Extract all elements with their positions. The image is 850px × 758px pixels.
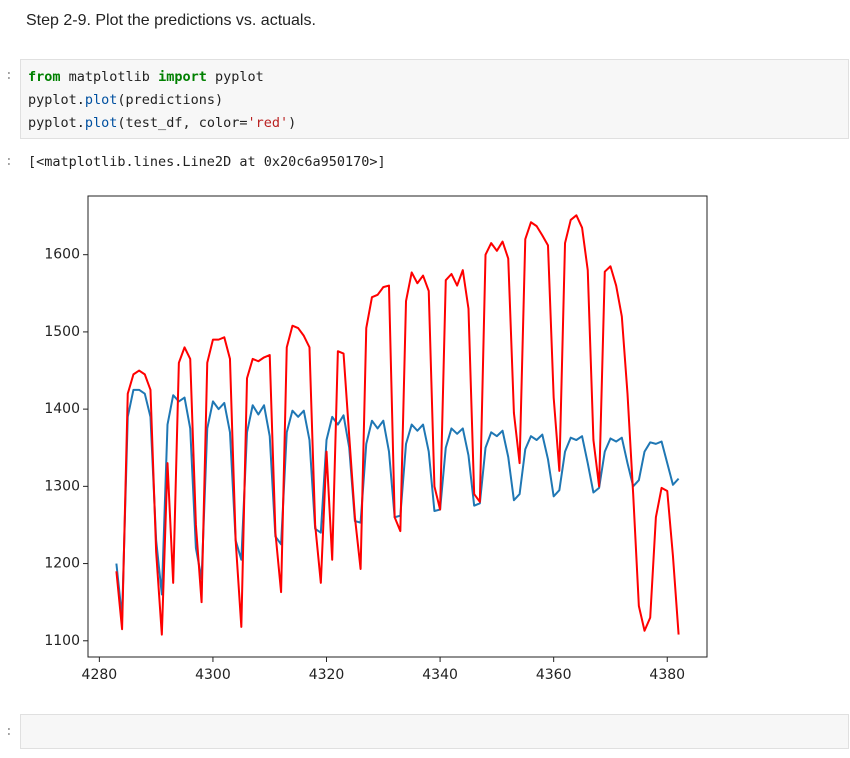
empty-cell[interactable]	[20, 714, 849, 749]
x-tick-label: 4320	[309, 667, 345, 683]
code-token: (test_df, color=	[117, 115, 248, 131]
y-tick-label: 1400	[44, 401, 80, 417]
code-token: plot	[84, 115, 118, 131]
code-token: matplotlib	[60, 69, 159, 85]
y-tick-label: 1300	[44, 478, 80, 494]
x-tick-label: 4340	[422, 667, 458, 683]
output-prompt: :	[5, 154, 13, 169]
code-token: from	[28, 69, 61, 85]
cell-prompt: :	[5, 724, 13, 739]
y-tick-label: 1600	[44, 247, 80, 263]
code-cell[interactable]: from matplotlib import pyplot pyplot.plo…	[20, 59, 849, 139]
output-text: [<matplotlib.lines.Line2D at 0x20c6a9501…	[28, 154, 386, 170]
code-token: pyplot.	[28, 115, 85, 131]
y-tick-label: 1100	[44, 633, 80, 649]
plot-frame	[87, 195, 708, 658]
code-token: pyplot	[206, 69, 264, 85]
y-tick-label: 1500	[44, 324, 80, 340]
data-line	[115, 388, 680, 619]
code-token: )	[288, 115, 297, 131]
code-token: 'red'	[247, 115, 289, 131]
data-line	[115, 214, 680, 636]
code-token: pyplot.	[28, 92, 85, 108]
x-tick-label: 4380	[649, 667, 685, 683]
code-token: (predictions)	[117, 92, 224, 108]
y-tick-label: 1200	[44, 556, 80, 572]
cell-prompt: :	[5, 68, 13, 83]
x-tick-label: 4300	[195, 667, 231, 683]
code-token: import	[158, 69, 207, 85]
x-tick-label: 4360	[536, 667, 572, 683]
code-token: plot	[84, 92, 118, 108]
markdown-text: Step 2-9. Plot the predictions vs. actua…	[26, 12, 316, 29]
x-tick-label: 4280	[82, 667, 118, 683]
